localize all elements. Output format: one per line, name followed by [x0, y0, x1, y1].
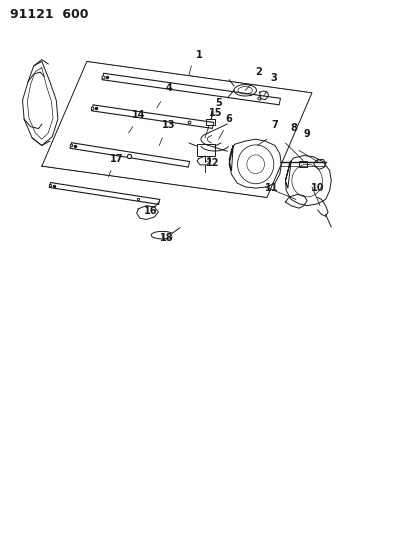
- Text: 10: 10: [310, 183, 324, 193]
- Text: 15: 15: [208, 108, 222, 118]
- Text: 16: 16: [144, 206, 158, 216]
- Text: 8: 8: [289, 123, 296, 133]
- Text: 18: 18: [160, 233, 174, 243]
- Text: 14: 14: [131, 110, 145, 120]
- Text: 91121  600: 91121 600: [10, 7, 88, 21]
- Text: 17: 17: [109, 154, 123, 164]
- Text: 12: 12: [206, 158, 219, 168]
- Text: 7: 7: [271, 120, 277, 131]
- Text: 6: 6: [225, 114, 232, 124]
- Text: 5: 5: [215, 98, 221, 108]
- Text: 9: 9: [303, 129, 310, 139]
- Text: 2: 2: [255, 67, 261, 77]
- Text: 1: 1: [196, 50, 202, 60]
- Bar: [298, 160, 306, 167]
- Text: 4: 4: [165, 83, 172, 93]
- Text: 13: 13: [162, 120, 175, 131]
- Text: 3: 3: [269, 73, 276, 83]
- Text: 11: 11: [264, 183, 278, 193]
